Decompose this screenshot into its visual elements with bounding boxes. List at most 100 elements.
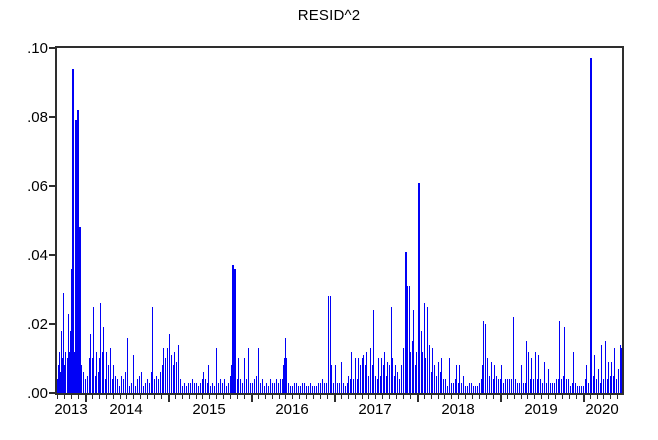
resid-bar	[363, 355, 364, 393]
x-axis-minor-tick	[258, 395, 259, 399]
resid-bar	[318, 383, 319, 393]
resid-bar	[548, 369, 549, 393]
resid-bar	[566, 379, 567, 393]
resid-bar	[519, 383, 520, 393]
x-axis-minor-tick	[548, 395, 549, 399]
resid-bar	[552, 383, 553, 393]
resid-bar	[244, 358, 245, 393]
resid-bar	[160, 372, 161, 393]
resid-bar	[591, 303, 592, 393]
resid-bar	[208, 365, 209, 393]
resid-bar	[415, 365, 416, 393]
x-axis-minor-tick	[202, 395, 203, 399]
resid-bar	[501, 365, 502, 393]
resid-bar	[353, 379, 354, 393]
x-axis-minor-tick	[562, 395, 563, 399]
resid-bar	[573, 352, 574, 393]
x-axis-minor-tick	[362, 395, 363, 399]
x-axis-major-tick	[583, 395, 585, 402]
x-axis-major-tick	[417, 395, 419, 402]
resid-bar	[81, 365, 82, 393]
resid-bar	[149, 383, 150, 393]
resid-bar	[491, 362, 492, 393]
resid-bar	[377, 379, 378, 393]
x-axis-major-tick	[168, 395, 170, 402]
resid-bar	[585, 379, 586, 393]
resid-bar	[283, 365, 284, 393]
resid-bar	[383, 365, 384, 393]
x-axis-year-label: 2019	[524, 401, 558, 418]
resid-bar	[92, 358, 93, 393]
resid-bar	[600, 383, 601, 393]
x-axis-minor-tick	[126, 395, 127, 399]
resid-bar	[108, 365, 109, 393]
resid-bar	[79, 227, 81, 393]
resid-bar	[475, 386, 476, 393]
resid-bar	[471, 383, 472, 393]
resid-bar	[533, 379, 534, 393]
resid-bar	[105, 379, 106, 393]
resid-bar	[156, 376, 157, 393]
resid-bar	[85, 379, 86, 393]
resid-bar	[409, 286, 410, 393]
x-axis-minor-tick	[382, 395, 383, 399]
resid-bar	[436, 376, 437, 393]
resid-bar	[535, 352, 536, 393]
x-axis-major-tick	[251, 395, 253, 402]
resid-bar	[143, 386, 144, 393]
resid-bar	[339, 383, 340, 393]
resid-bar	[343, 383, 344, 393]
resid-bar	[282, 379, 283, 393]
resid-bar	[188, 383, 189, 393]
resid-bar	[270, 379, 271, 393]
resid-bar	[272, 383, 273, 393]
resid-bar	[441, 358, 442, 393]
resid-bar	[242, 383, 243, 393]
resid-bar	[285, 338, 286, 393]
x-axis-minor-tick	[279, 395, 280, 399]
resid-bar	[207, 383, 208, 393]
x-axis-minor-tick	[389, 395, 390, 399]
resid-bar	[542, 383, 543, 393]
resid-bar	[581, 386, 582, 393]
x-axis-minor-tick	[465, 395, 466, 399]
x-axis-minor-tick	[438, 395, 439, 399]
resid-bar	[89, 358, 90, 393]
resid-bar	[214, 386, 215, 393]
resid-bar	[594, 355, 595, 393]
resid-bar	[397, 372, 398, 393]
y-axis-tick	[49, 47, 55, 49]
resid-bar	[345, 386, 346, 393]
resid-bar	[440, 372, 441, 393]
resid-bar	[550, 383, 551, 393]
x-axis-minor-tick	[527, 395, 528, 399]
x-axis-minor-tick	[244, 395, 245, 399]
resid-bar	[93, 307, 94, 393]
y-axis-tick	[49, 323, 55, 325]
resid-bar	[127, 338, 128, 393]
resid-bar	[256, 376, 257, 393]
resid-bar	[544, 362, 545, 393]
resid-bar	[355, 358, 356, 393]
x-axis-minor-tick	[57, 395, 58, 399]
resid-bar	[498, 379, 499, 393]
resid-bar	[511, 379, 512, 393]
y-axis-tick	[49, 392, 55, 394]
x-axis-minor-tick	[458, 395, 459, 399]
x-axis-minor-tick	[313, 395, 314, 399]
resid-bar	[90, 334, 91, 393]
resid-bar	[613, 376, 614, 393]
resid-bar	[75, 120, 77, 393]
resid-bar	[203, 372, 204, 393]
resid-bar	[337, 383, 338, 393]
resid-bar	[429, 345, 430, 393]
resid-bar	[586, 365, 587, 393]
resid-bar	[304, 383, 305, 393]
resid-bar	[186, 386, 187, 393]
resid-bar	[487, 358, 488, 393]
y-axis-label: .02	[27, 316, 48, 333]
resid-bar	[196, 383, 197, 393]
resid-bar	[115, 376, 116, 393]
resid-bar	[298, 386, 299, 393]
x-axis-minor-tick	[603, 395, 604, 399]
